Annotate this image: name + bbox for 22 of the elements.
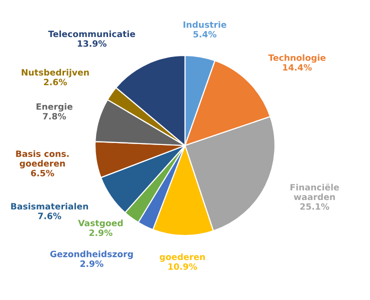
slice-label: Gezondheidszorg bbox=[50, 250, 133, 259]
slice-label: Telecommunicatie bbox=[48, 30, 136, 38]
data-label: 7.8% bbox=[42, 112, 66, 120]
data-label: 6.5% bbox=[31, 170, 54, 176]
data-label: 14.4% bbox=[283, 64, 312, 71]
slice-label: Nutsbedrijven bbox=[22, 68, 89, 78]
data-label: 25.1% bbox=[300, 203, 330, 210]
slice-label: Vastgoed bbox=[78, 220, 123, 228]
slice-label: Energie bbox=[36, 103, 72, 112]
data-label: 2.9% bbox=[80, 260, 104, 267]
data-label: 13.9% bbox=[78, 40, 106, 47]
slice-label: Industrie bbox=[184, 21, 226, 28]
data-label: 10.9% bbox=[168, 263, 198, 270]
slice-label: Basismaterialen bbox=[11, 202, 88, 210]
data-label: 7.6% bbox=[38, 212, 62, 220]
slice-label: Technologie bbox=[268, 54, 326, 63]
slice-label: Basis cons. goederen bbox=[16, 150, 69, 168]
data-label: 5.4% bbox=[193, 30, 216, 38]
slice-label: Financiële waarden bbox=[290, 184, 339, 200]
data-label: 2.9% bbox=[89, 229, 112, 236]
data-label: 2.6% bbox=[44, 78, 67, 86]
slice-label: goederen bbox=[160, 253, 205, 262]
